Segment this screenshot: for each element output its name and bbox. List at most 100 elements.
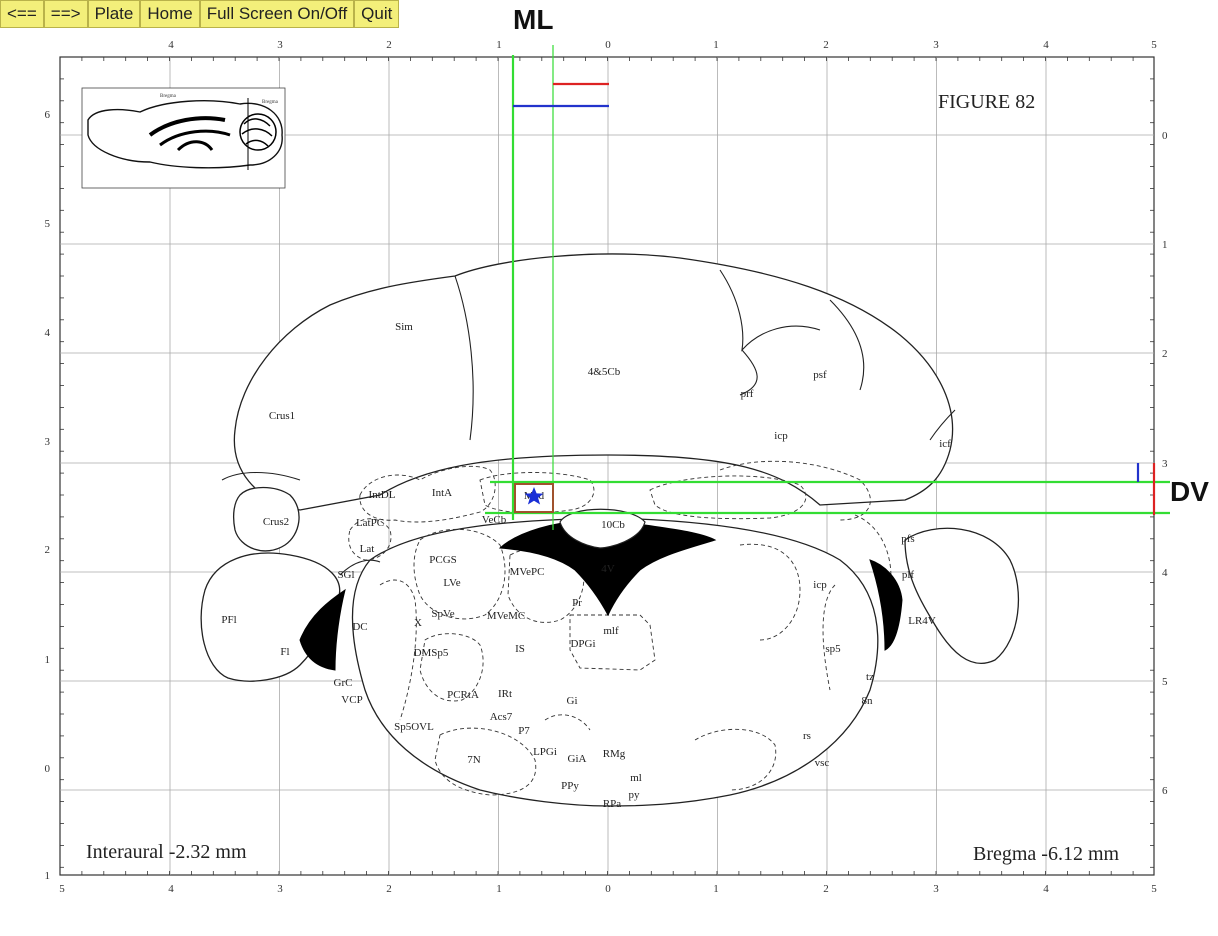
- bottom-tick-label: 0: [605, 883, 611, 895]
- ml-axis-label: ML: [513, 4, 554, 35]
- plate-button[interactable]: Plate: [87, 0, 141, 28]
- quit-button[interactable]: Quit: [354, 0, 400, 28]
- region-label-pcrta: PCRtA: [447, 689, 479, 701]
- region-label-crus2: Crus2: [263, 516, 289, 528]
- top-tick-label: 2: [386, 39, 392, 51]
- top-tick-labels: 4 3 2 1 0 1 2 3 4 5: [168, 39, 1157, 51]
- bottom-tick-label: 5: [59, 883, 65, 895]
- region-label-vcp: VCP: [341, 694, 362, 706]
- coordinate-guides: [485, 45, 1170, 530]
- region-label-vecb: VeCb: [482, 514, 507, 526]
- left-tick-label: 1: [45, 654, 51, 666]
- region-label-lr4v: LR4V: [908, 615, 936, 627]
- fourth-ventricle: [299, 521, 903, 671]
- region-label-mlf: mlf: [603, 625, 619, 637]
- region-label-10cb: 10Cb: [601, 519, 625, 531]
- region-label-mvepc: MVePC: [510, 566, 545, 578]
- region-label-acs7: Acs7: [490, 711, 513, 723]
- right-tick-label: 5: [1162, 676, 1168, 688]
- right-tick-label: 6: [1162, 785, 1168, 797]
- region-labels: Sim4&5CbpsfprfCrus1icpicfIntDLIntAMedLat…: [221, 321, 951, 810]
- bottom-tick-label: 4: [168, 883, 174, 895]
- top-tick-label: 4: [168, 39, 174, 51]
- region-label-ppy: PPy: [561, 780, 579, 792]
- left-tick-labels: 6 5 4 3 2 1 0 1: [45, 109, 51, 882]
- prev-button[interactable]: <==: [0, 0, 44, 28]
- bottom-tick-label: 3: [933, 883, 939, 895]
- region-label-rpa: RPa: [603, 798, 621, 810]
- top-tick-label: 2: [823, 39, 829, 51]
- region-label-dmsp5: DMSp5: [414, 647, 449, 659]
- top-tick-label: 3: [933, 39, 939, 51]
- left-tick-label: 0: [45, 763, 51, 775]
- cerebellar-fissures: [221, 269, 956, 576]
- region-label-grc: GrC: [334, 677, 353, 689]
- right-tick-label: 4: [1162, 567, 1168, 579]
- top-tick-label: 0: [605, 39, 611, 51]
- toolbar: <== ==> Plate Home Full Screen On/Off Qu…: [0, 0, 400, 28]
- bottom-tick-label: 1: [496, 883, 502, 895]
- fullscreen-button[interactable]: Full Screen On/Off: [199, 0, 355, 28]
- region-label-lpgi: LPGi: [533, 746, 557, 758]
- region-label-sp5ovl: Sp5OVL: [394, 721, 434, 733]
- region-label-pfs: pfs: [901, 533, 914, 545]
- region-label-lat: Lat: [360, 543, 375, 555]
- region-label-icp: icp: [813, 579, 827, 591]
- next-button[interactable]: ==>: [43, 0, 88, 28]
- region-label-irt: IRt: [498, 688, 512, 700]
- right-tick-label: 2: [1162, 348, 1168, 360]
- region-label-4v: 4V: [601, 563, 615, 575]
- bottom-tick-label: 2: [386, 883, 392, 895]
- right-tick-labels: 0 1 2 3 4 5 6: [1162, 130, 1168, 797]
- dv-axis-label: DV: [1170, 476, 1209, 507]
- region-label-spve: SpVe: [431, 608, 454, 620]
- region-label-icp-top: icp: [774, 430, 788, 442]
- home-button[interactable]: Home: [140, 0, 200, 28]
- region-label-mvemc: MVeMC: [487, 610, 526, 622]
- tick-marks: [59, 56, 1154, 875]
- right-tick-label: 0: [1162, 130, 1168, 142]
- region-label-p7: P7: [518, 725, 530, 737]
- region-label-inta: IntA: [432, 487, 452, 499]
- region-label-lve: LVe: [443, 577, 460, 589]
- left-tick-label: 6: [45, 109, 51, 121]
- left-tick-label: 2: [45, 544, 51, 556]
- sagittal-inset: Bregma Bregma: [81, 87, 286, 189]
- top-tick-label: 1: [713, 39, 719, 51]
- region-label-4-5cb: 4&5Cb: [588, 366, 621, 378]
- region-label-psf: psf: [813, 369, 827, 381]
- region-label-dc: DC: [352, 621, 367, 633]
- target-star-icon: [524, 487, 544, 505]
- bottom-tick-label: 2: [823, 883, 829, 895]
- top-tick-label: 5: [1151, 39, 1157, 51]
- bregma-label: Bregma -6.12 mm: [973, 843, 1120, 865]
- bottom-tick-label: 1: [713, 883, 719, 895]
- region-label-x: X: [414, 617, 422, 629]
- left-tick-label: 5: [45, 218, 51, 230]
- region-label-pfl: PFl: [221, 614, 236, 626]
- top-tick-label: 3: [277, 39, 283, 51]
- region-label-tz: tz: [866, 671, 874, 683]
- region-label-sgl: SGl: [337, 569, 354, 581]
- region-label-pcgs: PCGS: [429, 554, 457, 566]
- region-label-gia: GiA: [568, 753, 587, 765]
- region-label-gi: Gi: [567, 695, 578, 707]
- region-label-7n: 7N: [467, 754, 481, 766]
- region-label-8n: 8n: [862, 695, 874, 707]
- interaural-label: Interaural -2.32 mm: [86, 841, 247, 863]
- figure-title: FIGURE 82: [938, 91, 1035, 113]
- target-box: [514, 483, 554, 513]
- bottom-tick-label: 5: [1151, 883, 1157, 895]
- region-label-pr: Pr: [572, 597, 582, 609]
- right-tick-label: 1: [1162, 239, 1168, 251]
- left-tick-label: 4: [45, 327, 51, 339]
- left-tick-label: 1: [45, 870, 51, 882]
- region-label-prf: prf: [741, 388, 754, 400]
- region-label-crus1: Crus1: [269, 410, 295, 422]
- region-label-latpc: LatPC: [356, 517, 384, 529]
- inset-label-2: Bregma: [262, 100, 279, 105]
- region-label-rmg: RMg: [603, 748, 626, 760]
- brain-section: [200, 253, 1020, 807]
- region-label-is: IS: [515, 643, 525, 655]
